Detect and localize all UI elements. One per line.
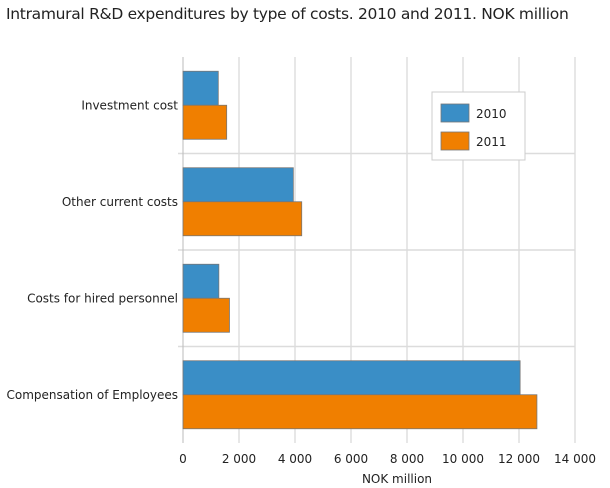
x-tick-label: 4 000 [278,452,312,466]
x-tick-label: 14 000 [554,452,596,466]
bar-2011 [182,394,538,430]
bar-2010 [182,263,220,299]
x-tick-label: 8 000 [390,452,424,466]
category-label: Compensation of Employees [7,388,179,402]
bar-2011 [182,297,230,333]
legend-swatch-2010 [440,103,470,123]
bar-2010 [182,360,521,396]
bar-2010 [182,167,294,203]
legend-swatch-2011 [440,131,470,151]
legend-label: 2011 [476,135,507,149]
x-axis-title: NOK million [362,472,432,486]
x-tick-label: 10 000 [442,452,484,466]
legend-label: 2010 [476,107,507,121]
category-label: Investment cost [81,98,178,112]
x-tick-label: 2 000 [222,452,256,466]
bar-2011 [182,104,228,140]
x-tick-label: 12 000 [498,452,540,466]
bar-2010 [182,70,219,106]
bar-2011 [182,201,303,237]
x-tick-label: 6 000 [334,452,368,466]
category-label: Other current costs [62,195,178,209]
category-label: Costs for hired personnel [27,291,178,305]
chart-title: Intramural R&D expenditures by type of c… [6,5,569,23]
x-tick-label: 0 [179,452,187,466]
